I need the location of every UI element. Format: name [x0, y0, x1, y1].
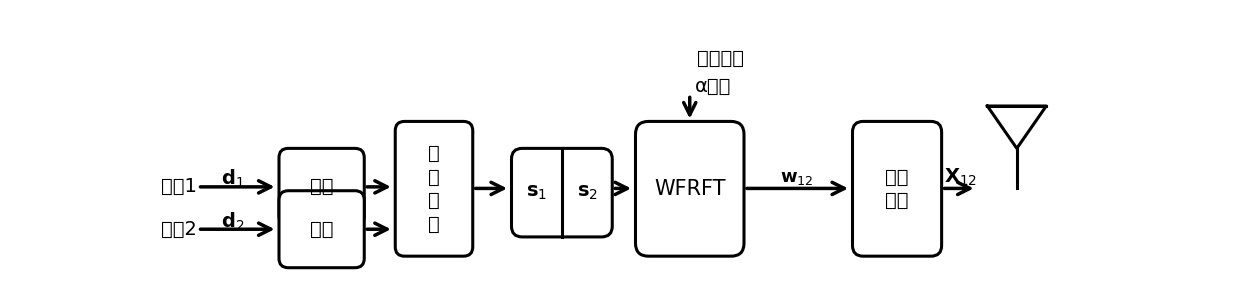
Text: $\mathbf{s}_2$: $\mathbf{s}_2$	[577, 183, 598, 202]
FancyBboxPatch shape	[635, 121, 744, 256]
FancyBboxPatch shape	[279, 191, 365, 268]
Text: α选择: α选择	[694, 77, 732, 96]
Text: 调制: 调制	[310, 177, 334, 196]
Text: $\mathbf{d}_1$: $\mathbf{d}_1$	[221, 168, 244, 190]
Text: $\mathbf{d}_2$: $\mathbf{d}_2$	[221, 210, 244, 233]
Text: $\mathbf{w}_{12}$: $\mathbf{w}_{12}$	[780, 169, 813, 187]
Text: 数据2: 数据2	[161, 220, 197, 239]
Text: WFRFT: WFRFT	[653, 179, 725, 199]
Text: 数据1: 数据1	[161, 177, 197, 196]
Text: $\mathbf{s}_1$: $\mathbf{s}_1$	[526, 183, 547, 202]
Text: 并
串
转
换: 并 串 转 换	[428, 144, 440, 233]
FancyBboxPatch shape	[511, 148, 613, 237]
Text: 调制: 调制	[310, 220, 334, 239]
FancyBboxPatch shape	[853, 121, 941, 256]
FancyBboxPatch shape	[279, 148, 365, 226]
Text: 载波
调制: 载波 调制	[885, 168, 909, 210]
FancyBboxPatch shape	[396, 121, 472, 256]
Text: 调制阶数: 调制阶数	[697, 49, 744, 68]
Text: $\mathbf{X}_{12}$: $\mathbf{X}_{12}$	[945, 167, 977, 188]
